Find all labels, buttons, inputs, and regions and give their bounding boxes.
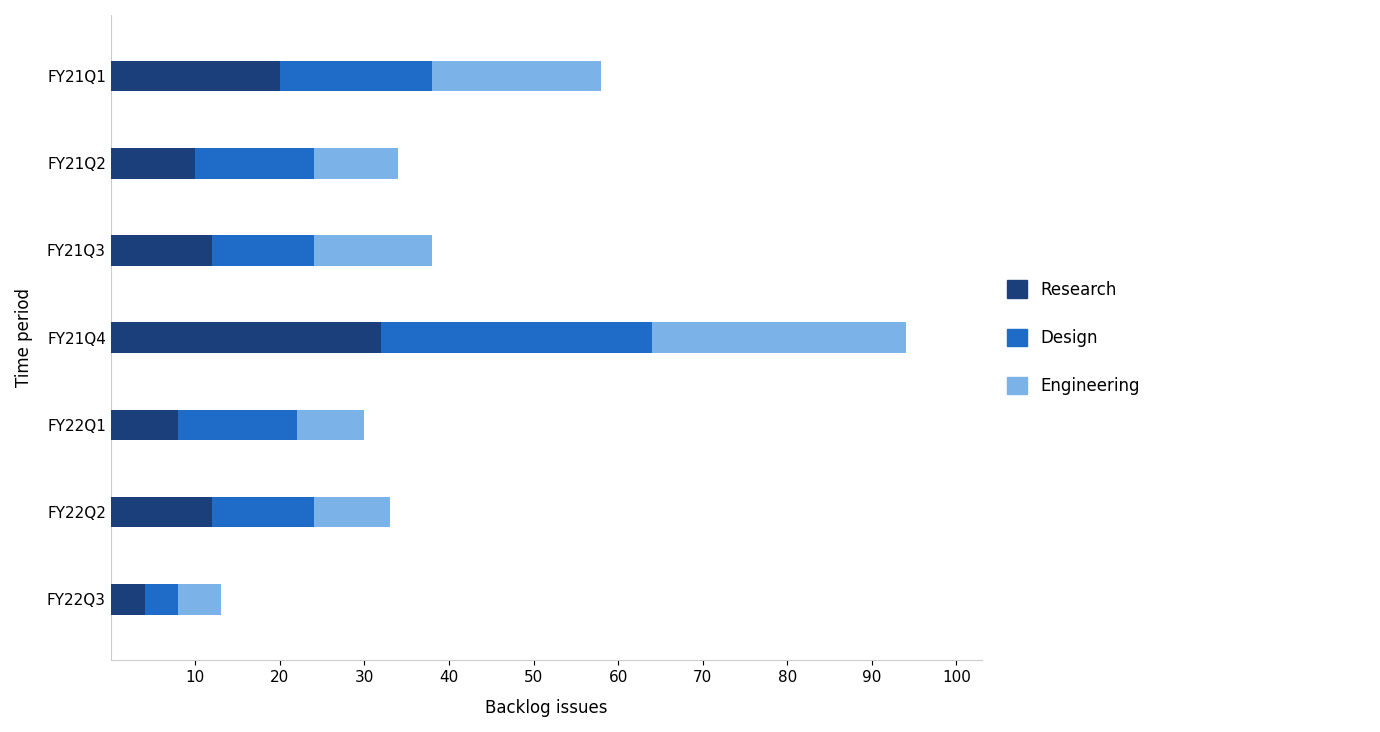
Bar [110,410,178,440]
Bar [297,410,364,440]
Bar [145,584,178,615]
Legend: Research, Design, Engineering: Research, Design, Engineering [1007,280,1140,395]
Bar [110,322,381,353]
Bar [432,61,602,92]
Bar [110,497,213,527]
Y-axis label: Time period: Time period [15,288,33,387]
Bar [381,322,651,353]
Bar [110,61,280,92]
Bar [110,584,145,615]
Bar [178,584,221,615]
Bar [313,497,389,527]
Bar [213,497,313,527]
Bar [651,322,905,353]
Bar [280,61,432,92]
Bar [110,235,213,266]
X-axis label: Backlog issues: Backlog issues [484,699,607,717]
Bar [110,148,196,179]
Bar [178,410,297,440]
Bar [213,235,313,266]
Bar [313,235,432,266]
Bar [313,148,399,179]
Bar [196,148,313,179]
